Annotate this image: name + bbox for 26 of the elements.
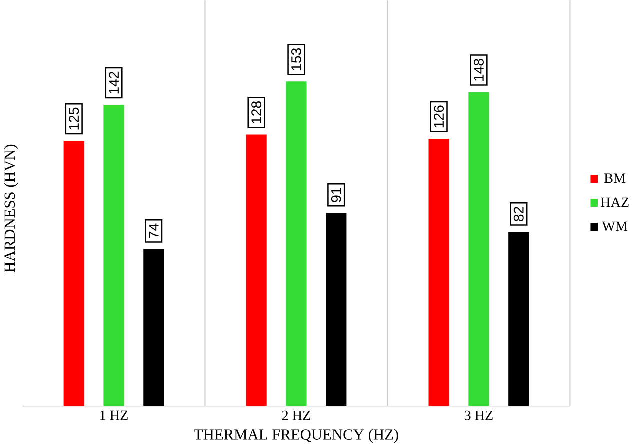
legend-label: HAZ: [600, 198, 629, 207]
bar: [246, 134, 267, 406]
y-axis-title: HARDNESS (HVN): [4, 144, 18, 272]
bar: [508, 232, 530, 406]
x-axis-title: THERMAL FREQUENCY (HZ): [194, 428, 398, 443]
data-label: 148: [474, 58, 484, 81]
x-tick-label: 1 HZ: [100, 410, 128, 420]
data-label: 128: [252, 101, 262, 124]
data-label: 74: [149, 224, 159, 238]
bar: [468, 92, 490, 406]
x-tick-label: 3 HZ: [464, 410, 493, 420]
bar: [428, 138, 450, 406]
bar: [144, 249, 164, 406]
data-label: 82: [514, 206, 524, 222]
bar: [104, 104, 124, 406]
data-label: 125: [69, 108, 80, 130]
data-label: 91: [331, 188, 342, 202]
legend-label: BM: [604, 174, 626, 183]
x-tick-label: 2 HZ: [282, 410, 310, 420]
bar: [326, 213, 347, 406]
data-label: 153: [292, 48, 302, 70]
bar: [64, 140, 84, 406]
data-label: 142: [109, 72, 119, 94]
data-label: 126: [434, 106, 444, 128]
bar: [286, 81, 307, 406]
legend-label: WM: [602, 222, 628, 232]
